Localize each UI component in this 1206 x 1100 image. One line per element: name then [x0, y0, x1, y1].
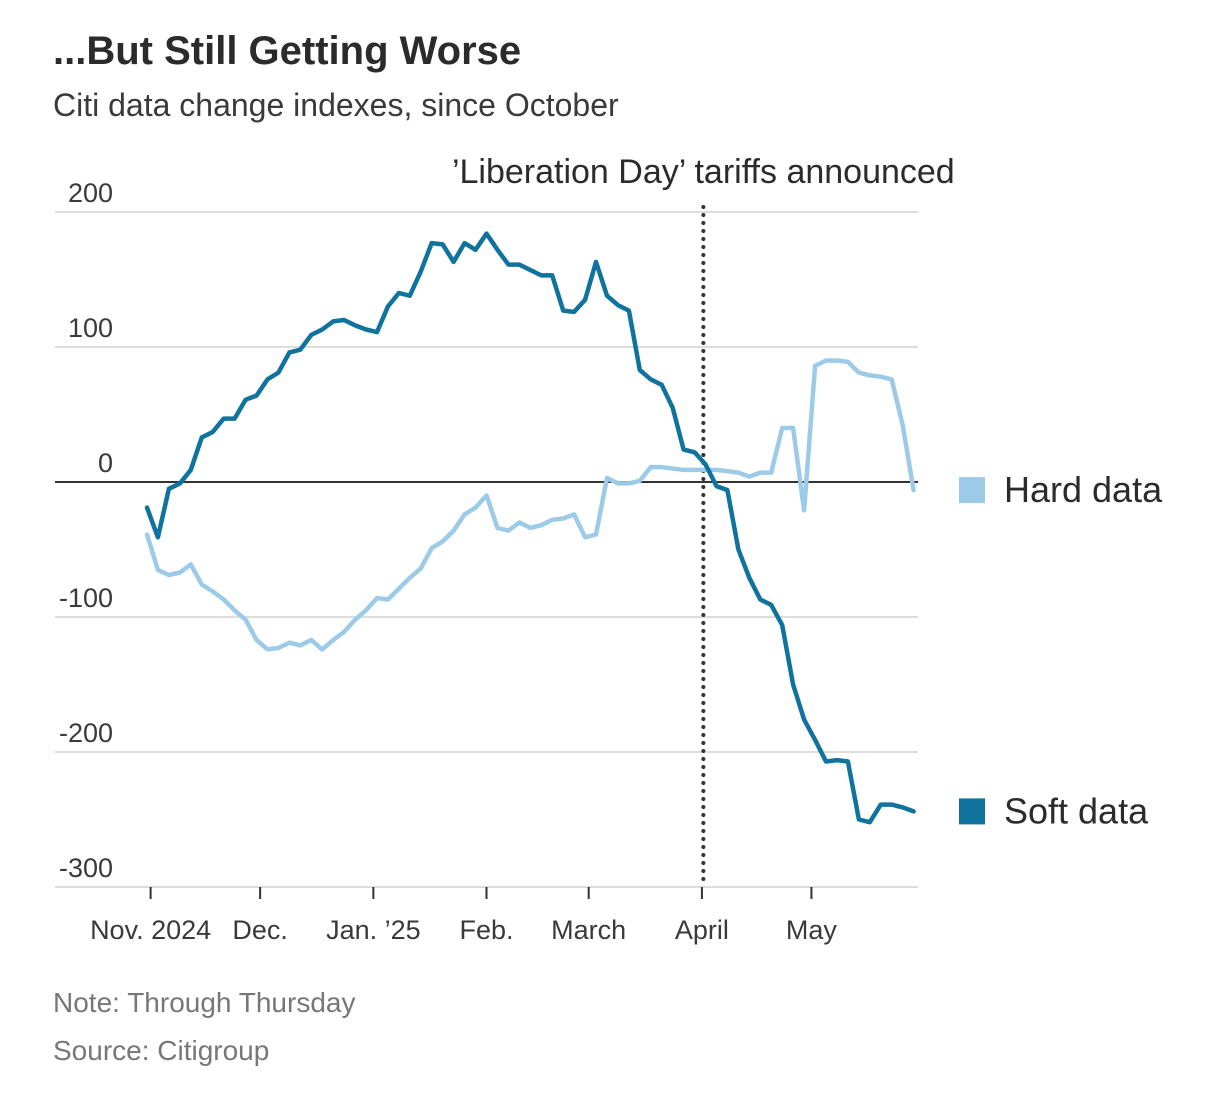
legend-label: Hard data: [1004, 469, 1163, 510]
legend-swatch: [959, 798, 985, 825]
legend-label: Soft data: [1004, 790, 1149, 831]
x-tick-label: May: [786, 915, 838, 945]
y-tick-label: 200: [68, 178, 113, 208]
y-tick-label: -200: [59, 718, 113, 748]
x-tick-label: April: [675, 915, 729, 945]
x-tick-label: Jan. ’25: [326, 915, 421, 945]
y-tick-label: -300: [59, 853, 113, 883]
annotation-text: ’Liberation Day’ tariffs announced: [452, 153, 955, 191]
chart-subtitle: Citi data change indexes, since October: [53, 87, 619, 123]
x-tick-label: Dec.: [232, 915, 288, 945]
series-line: [144, 231, 916, 825]
x-tick-label: March: [551, 915, 626, 945]
x-tick-label: Nov. 2024: [90, 915, 211, 945]
source: Source: Citigroup: [53, 1035, 269, 1066]
y-tick-label: 0: [98, 448, 113, 478]
note: Note: Through Thursday: [53, 987, 355, 1018]
y-tick-label: 100: [68, 313, 113, 343]
series-line: [144, 358, 916, 652]
chart-title: ...But Still Getting Worse: [53, 29, 521, 73]
y-tick-label: -100: [59, 583, 113, 613]
x-tick-label: Feb.: [459, 915, 513, 945]
legend-swatch: [959, 477, 985, 504]
